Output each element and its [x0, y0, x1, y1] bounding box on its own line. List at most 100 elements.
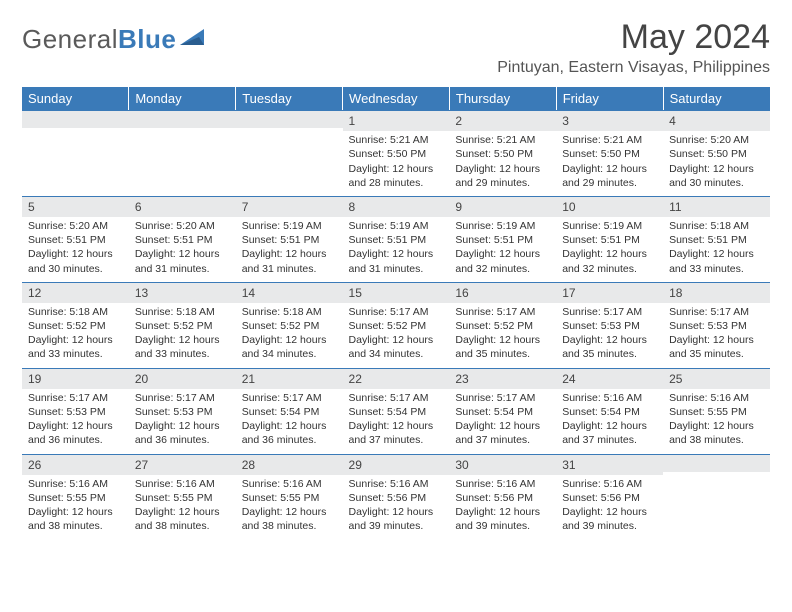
- day-number: 27: [129, 454, 236, 475]
- day-number: 16: [449, 282, 556, 303]
- location-subtitle: Pintuyan, Eastern Visayas, Philippines: [497, 59, 770, 77]
- day-number: [663, 454, 770, 472]
- day-content: Sunrise: 5:21 AMSunset: 5:50 PMDaylight:…: [449, 131, 556, 196]
- sunset-line: Sunset: 5:51 PM: [28, 233, 123, 247]
- column-header: Wednesday: [343, 87, 450, 110]
- day-content: Sunrise: 5:16 AMSunset: 5:55 PMDaylight:…: [129, 475, 236, 540]
- day-content: Sunrise: 5:17 AMSunset: 5:53 PMDaylight:…: [556, 303, 663, 368]
- day-number: 4: [663, 110, 770, 131]
- daylight-line: Daylight: 12 hours and 34 minutes.: [242, 333, 337, 361]
- calendar-cell: 15Sunrise: 5:17 AMSunset: 5:52 PMDayligh…: [343, 282, 450, 368]
- daylight-line: Daylight: 12 hours and 29 minutes.: [455, 162, 550, 190]
- daylight-line: Daylight: 12 hours and 38 minutes.: [242, 505, 337, 533]
- sunrise-line: Sunrise: 5:16 AM: [135, 477, 230, 491]
- sunset-line: Sunset: 5:55 PM: [669, 405, 764, 419]
- sunset-line: Sunset: 5:54 PM: [349, 405, 444, 419]
- day-number: 2: [449, 110, 556, 131]
- day-number: 28: [236, 454, 343, 475]
- calendar-cell: 8Sunrise: 5:19 AMSunset: 5:51 PMDaylight…: [343, 196, 450, 282]
- day-content: Sunrise: 5:20 AMSunset: 5:50 PMDaylight:…: [663, 131, 770, 196]
- day-number: 22: [343, 368, 450, 389]
- sunset-line: Sunset: 5:55 PM: [242, 491, 337, 505]
- sunrise-line: Sunrise: 5:16 AM: [28, 477, 123, 491]
- day-number: 23: [449, 368, 556, 389]
- sunrise-line: Sunrise: 5:16 AM: [455, 477, 550, 491]
- day-number: [22, 110, 129, 128]
- sunrise-line: Sunrise: 5:17 AM: [455, 305, 550, 319]
- calendar-cell: 14Sunrise: 5:18 AMSunset: 5:52 PMDayligh…: [236, 282, 343, 368]
- day-number: 3: [556, 110, 663, 131]
- day-content: Sunrise: 5:20 AMSunset: 5:51 PMDaylight:…: [129, 217, 236, 282]
- sunrise-line: Sunrise: 5:19 AM: [455, 219, 550, 233]
- day-content: Sunrise: 5:18 AMSunset: 5:51 PMDaylight:…: [663, 217, 770, 282]
- sunrise-line: Sunrise: 5:20 AM: [135, 219, 230, 233]
- sunrise-line: Sunrise: 5:18 AM: [28, 305, 123, 319]
- day-number: 9: [449, 196, 556, 217]
- sunset-line: Sunset: 5:51 PM: [455, 233, 550, 247]
- sunset-line: Sunset: 5:53 PM: [562, 319, 657, 333]
- day-number: 8: [343, 196, 450, 217]
- sunrise-line: Sunrise: 5:21 AM: [562, 133, 657, 147]
- sunrise-line: Sunrise: 5:21 AM: [455, 133, 550, 147]
- sunset-line: Sunset: 5:53 PM: [135, 405, 230, 419]
- sunrise-line: Sunrise: 5:17 AM: [28, 391, 123, 405]
- day-number: 17: [556, 282, 663, 303]
- daylight-line: Daylight: 12 hours and 31 minutes.: [242, 247, 337, 275]
- calendar-cell: 30Sunrise: 5:16 AMSunset: 5:56 PMDayligh…: [449, 454, 556, 540]
- daylight-line: Daylight: 12 hours and 30 minutes.: [669, 162, 764, 190]
- sunset-line: Sunset: 5:54 PM: [455, 405, 550, 419]
- calendar-cell: 9Sunrise: 5:19 AMSunset: 5:51 PMDaylight…: [449, 196, 556, 282]
- sunrise-line: Sunrise: 5:17 AM: [242, 391, 337, 405]
- triangle-icon: [180, 27, 206, 52]
- sunrise-line: Sunrise: 5:17 AM: [349, 391, 444, 405]
- calendar-cell: [236, 110, 343, 196]
- calendar-cell: 24Sunrise: 5:16 AMSunset: 5:54 PMDayligh…: [556, 368, 663, 454]
- calendar-cell: 10Sunrise: 5:19 AMSunset: 5:51 PMDayligh…: [556, 196, 663, 282]
- sunset-line: Sunset: 5:55 PM: [28, 491, 123, 505]
- day-content: [663, 472, 770, 530]
- daylight-line: Daylight: 12 hours and 33 minutes.: [28, 333, 123, 361]
- daylight-line: Daylight: 12 hours and 36 minutes.: [135, 419, 230, 447]
- day-number: 18: [663, 282, 770, 303]
- day-number: 5: [22, 196, 129, 217]
- calendar-cell: 25Sunrise: 5:16 AMSunset: 5:55 PMDayligh…: [663, 368, 770, 454]
- day-content: Sunrise: 5:19 AMSunset: 5:51 PMDaylight:…: [449, 217, 556, 282]
- day-content: Sunrise: 5:16 AMSunset: 5:56 PMDaylight:…: [343, 475, 450, 540]
- column-header: Tuesday: [236, 87, 343, 110]
- daylight-line: Daylight: 12 hours and 32 minutes.: [455, 247, 550, 275]
- daylight-line: Daylight: 12 hours and 29 minutes.: [562, 162, 657, 190]
- sunset-line: Sunset: 5:50 PM: [562, 147, 657, 161]
- day-content: Sunrise: 5:17 AMSunset: 5:54 PMDaylight:…: [449, 389, 556, 454]
- logo-text-1: General: [22, 24, 118, 54]
- calendar-cell: 4Sunrise: 5:20 AMSunset: 5:50 PMDaylight…: [663, 110, 770, 196]
- calendar-week-row: 12Sunrise: 5:18 AMSunset: 5:52 PMDayligh…: [22, 282, 770, 368]
- day-number: 14: [236, 282, 343, 303]
- sunrise-line: Sunrise: 5:17 AM: [669, 305, 764, 319]
- sunset-line: Sunset: 5:51 PM: [349, 233, 444, 247]
- sunrise-line: Sunrise: 5:18 AM: [242, 305, 337, 319]
- day-content: Sunrise: 5:21 AMSunset: 5:50 PMDaylight:…: [343, 131, 450, 196]
- sunrise-line: Sunrise: 5:17 AM: [455, 391, 550, 405]
- daylight-line: Daylight: 12 hours and 39 minutes.: [349, 505, 444, 533]
- calendar-table: SundayMondayTuesdayWednesdayThursdayFrid…: [22, 87, 770, 539]
- daylight-line: Daylight: 12 hours and 35 minutes.: [669, 333, 764, 361]
- sunset-line: Sunset: 5:50 PM: [669, 147, 764, 161]
- sunset-line: Sunset: 5:53 PM: [669, 319, 764, 333]
- calendar-cell: 13Sunrise: 5:18 AMSunset: 5:52 PMDayligh…: [129, 282, 236, 368]
- sunrise-line: Sunrise: 5:16 AM: [562, 391, 657, 405]
- day-number: 6: [129, 196, 236, 217]
- day-content: Sunrise: 5:17 AMSunset: 5:53 PMDaylight:…: [663, 303, 770, 368]
- day-content: Sunrise: 5:17 AMSunset: 5:52 PMDaylight:…: [343, 303, 450, 368]
- column-header: Friday: [556, 87, 663, 110]
- calendar-cell: 11Sunrise: 5:18 AMSunset: 5:51 PMDayligh…: [663, 196, 770, 282]
- daylight-line: Daylight: 12 hours and 31 minutes.: [349, 247, 444, 275]
- sunrise-line: Sunrise: 5:17 AM: [349, 305, 444, 319]
- daylight-line: Daylight: 12 hours and 37 minutes.: [455, 419, 550, 447]
- page-header: GeneralBlue May 2024 Pintuyan, Eastern V…: [22, 18, 770, 77]
- day-number: 20: [129, 368, 236, 389]
- daylight-line: Daylight: 12 hours and 30 minutes.: [28, 247, 123, 275]
- day-content: Sunrise: 5:21 AMSunset: 5:50 PMDaylight:…: [556, 131, 663, 196]
- calendar-cell: 21Sunrise: 5:17 AMSunset: 5:54 PMDayligh…: [236, 368, 343, 454]
- day-content: Sunrise: 5:19 AMSunset: 5:51 PMDaylight:…: [236, 217, 343, 282]
- day-content: Sunrise: 5:19 AMSunset: 5:51 PMDaylight:…: [343, 217, 450, 282]
